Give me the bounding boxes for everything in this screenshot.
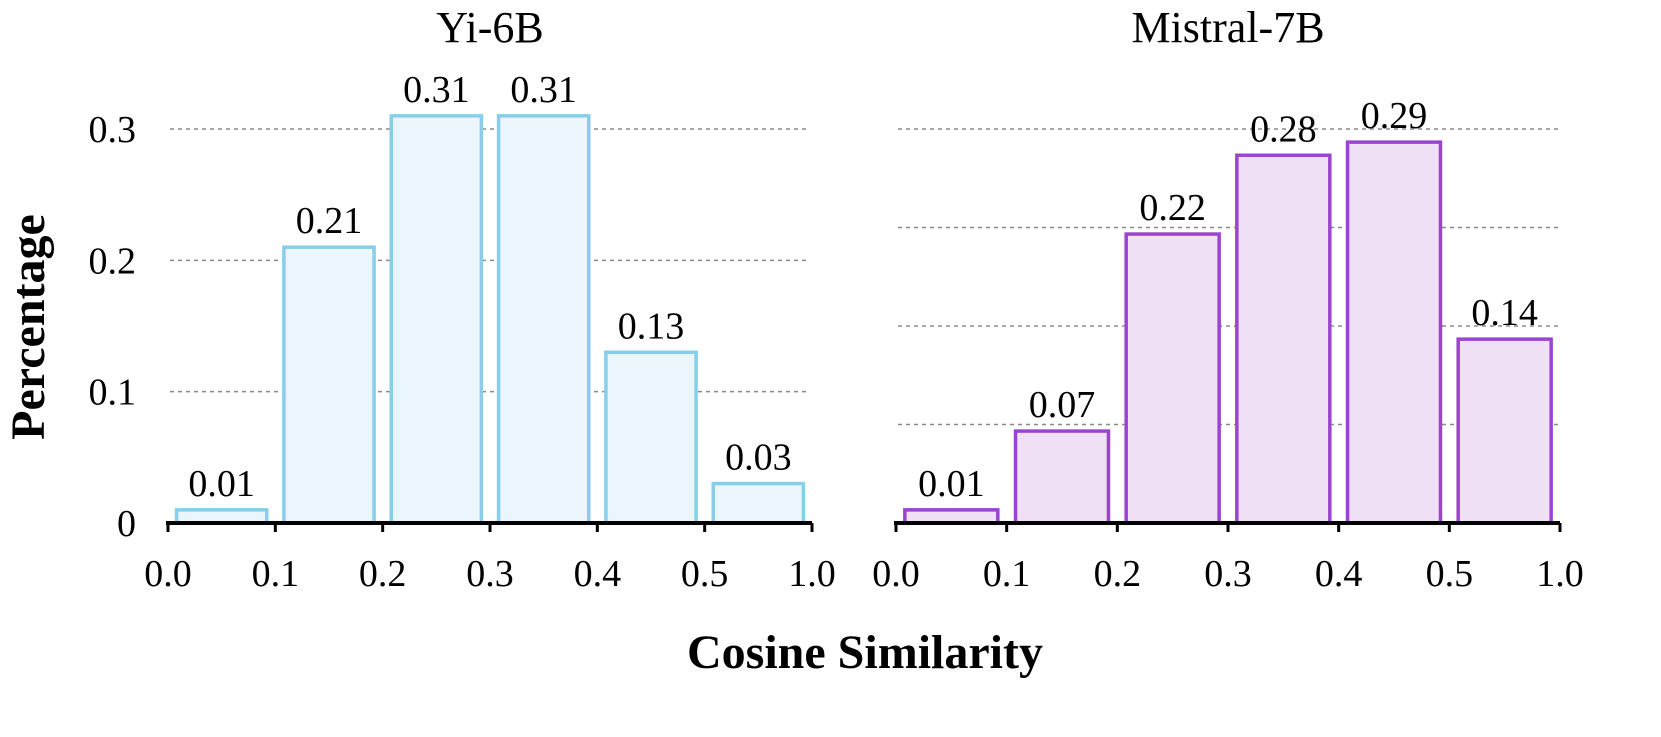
bar [282, 245, 376, 525]
bar [604, 350, 698, 525]
x-tick-label: 0.1 [252, 553, 300, 595]
bar [1345, 140, 1443, 525]
data-label: 0.14 [1471, 292, 1538, 334]
x-tick-label: 0.0 [144, 553, 192, 595]
x-tick-label: 0.2 [359, 553, 407, 595]
data-label: 0.03 [725, 437, 792, 479]
data-label: 0.01 [188, 463, 255, 505]
x-tick-label: 0.4 [1315, 553, 1363, 595]
bar [1013, 429, 1111, 525]
x-tick-label: 0.4 [574, 553, 622, 595]
y-tick-label: 0.3 [89, 109, 137, 151]
bar [1124, 232, 1221, 525]
y-axis-label: Percentage [2, 214, 55, 440]
data-label: 0.13 [618, 305, 685, 347]
bar [1235, 153, 1332, 525]
x-tick-label: 0.5 [681, 553, 729, 595]
x-tick-label: 0.5 [1426, 553, 1474, 595]
data-label: 0.21 [296, 200, 363, 242]
data-label: 0.07 [1029, 384, 1096, 426]
x-tick-label: 1.0 [1536, 553, 1584, 595]
x-tick-label: 0.0 [872, 553, 920, 595]
panel-mistral-7b: Mistral-7B 0.01 0.07 0.22 0.28 0.29 0.14 0.0 0.1… [872, 3, 1584, 595]
x-tick-label: 0.3 [1204, 553, 1252, 595]
data-label: 0.28 [1250, 108, 1317, 150]
y-tick-label: 0.2 [89, 240, 137, 282]
data-label: 0.31 [510, 69, 577, 111]
x-tick-label: 0.2 [1094, 553, 1142, 595]
data-label: 0.01 [918, 463, 985, 505]
x-axis-label: Cosine Similarity [687, 626, 1043, 679]
bar [389, 114, 484, 525]
x-tick-label: 1.0 [788, 553, 836, 595]
chart-title: Yi-6B [436, 3, 544, 52]
x-tick-label: 0.3 [466, 553, 514, 595]
y-tick-label: 0.1 [89, 372, 137, 414]
bar [711, 481, 806, 525]
x-tick-label: 0.1 [983, 553, 1031, 595]
data-label: 0.22 [1139, 187, 1206, 229]
data-label: 0.29 [1361, 95, 1428, 137]
panel-yi-6b: Yi-6B 0.01 0.21 0.31 0.31 0.13 0.03 0.0 0.1 0.2 0.… [89, 3, 836, 595]
bar [496, 114, 591, 525]
y-tick-label: 0 [117, 503, 136, 545]
chart-title: Mistral-7B [1131, 3, 1324, 52]
data-label: 0.31 [403, 69, 470, 111]
bar [1456, 337, 1553, 525]
